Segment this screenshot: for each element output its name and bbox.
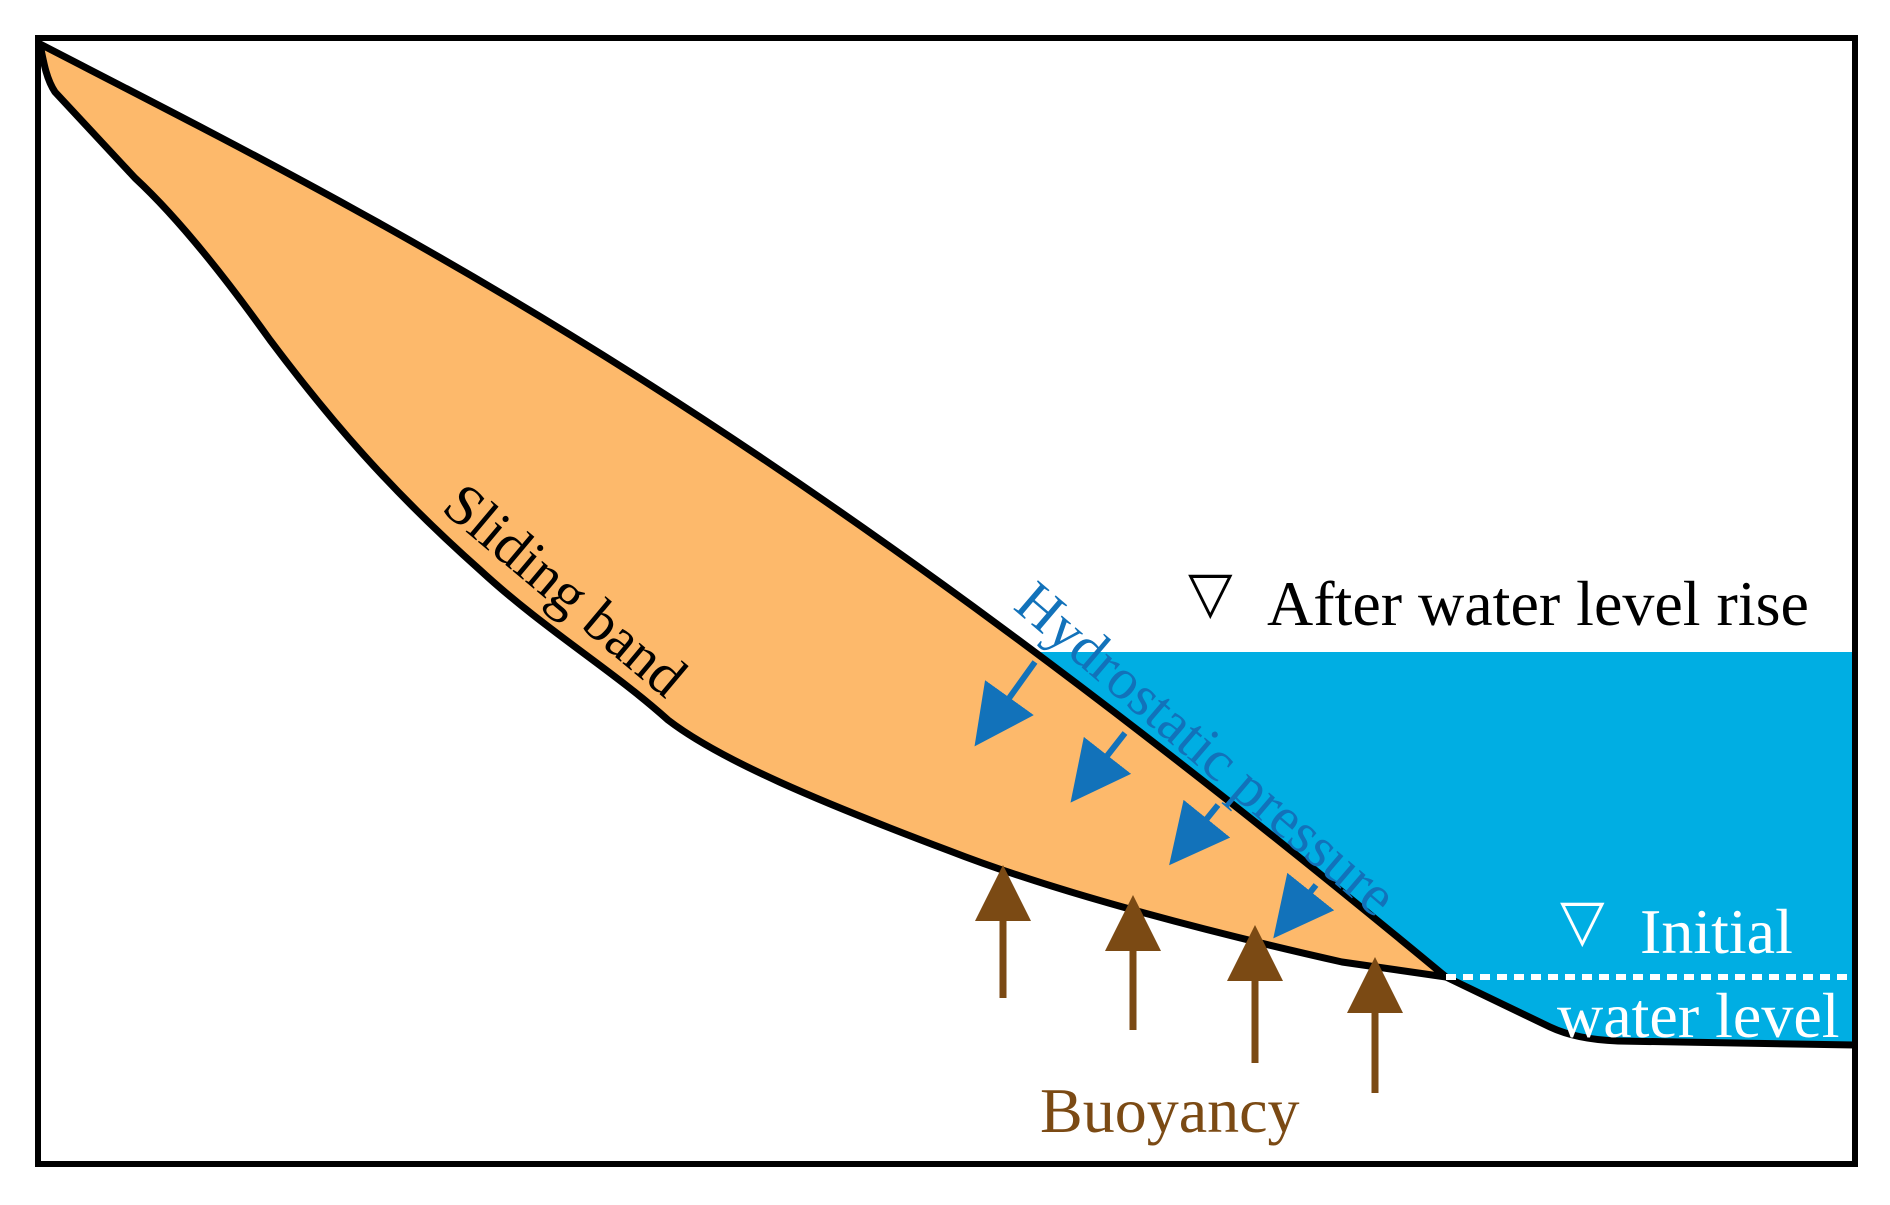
ground-line: [1444, 973, 1856, 1049]
landslide-mass: [36, 40, 1450, 981]
buoyancy-label: Buoyancy: [1040, 1075, 1300, 1146]
hydrostatic-arrow-3: [1169, 799, 1231, 866]
hydrostatic-arrow-1: [974, 660, 1038, 747]
after-water-level-label: After water level rise: [1267, 568, 1809, 639]
buoyancy-arrows: [975, 865, 1403, 1093]
initial-water-level-label-line2: water level: [1557, 980, 1840, 1051]
diagram-frame: [35, 35, 1858, 1167]
initial-water-level-label-line1: Initial: [1640, 896, 1793, 967]
hydrostatic-arrow-4: [1273, 872, 1335, 939]
water-level-triangle-initial: ▽: [1560, 888, 1605, 953]
hydrostatic-arrows: [974, 660, 1335, 939]
water-body: [1033, 652, 1855, 1045]
water-level-triangle-after: ▽: [1188, 560, 1233, 625]
hydrostatic-arrow-2: [1070, 731, 1132, 803]
